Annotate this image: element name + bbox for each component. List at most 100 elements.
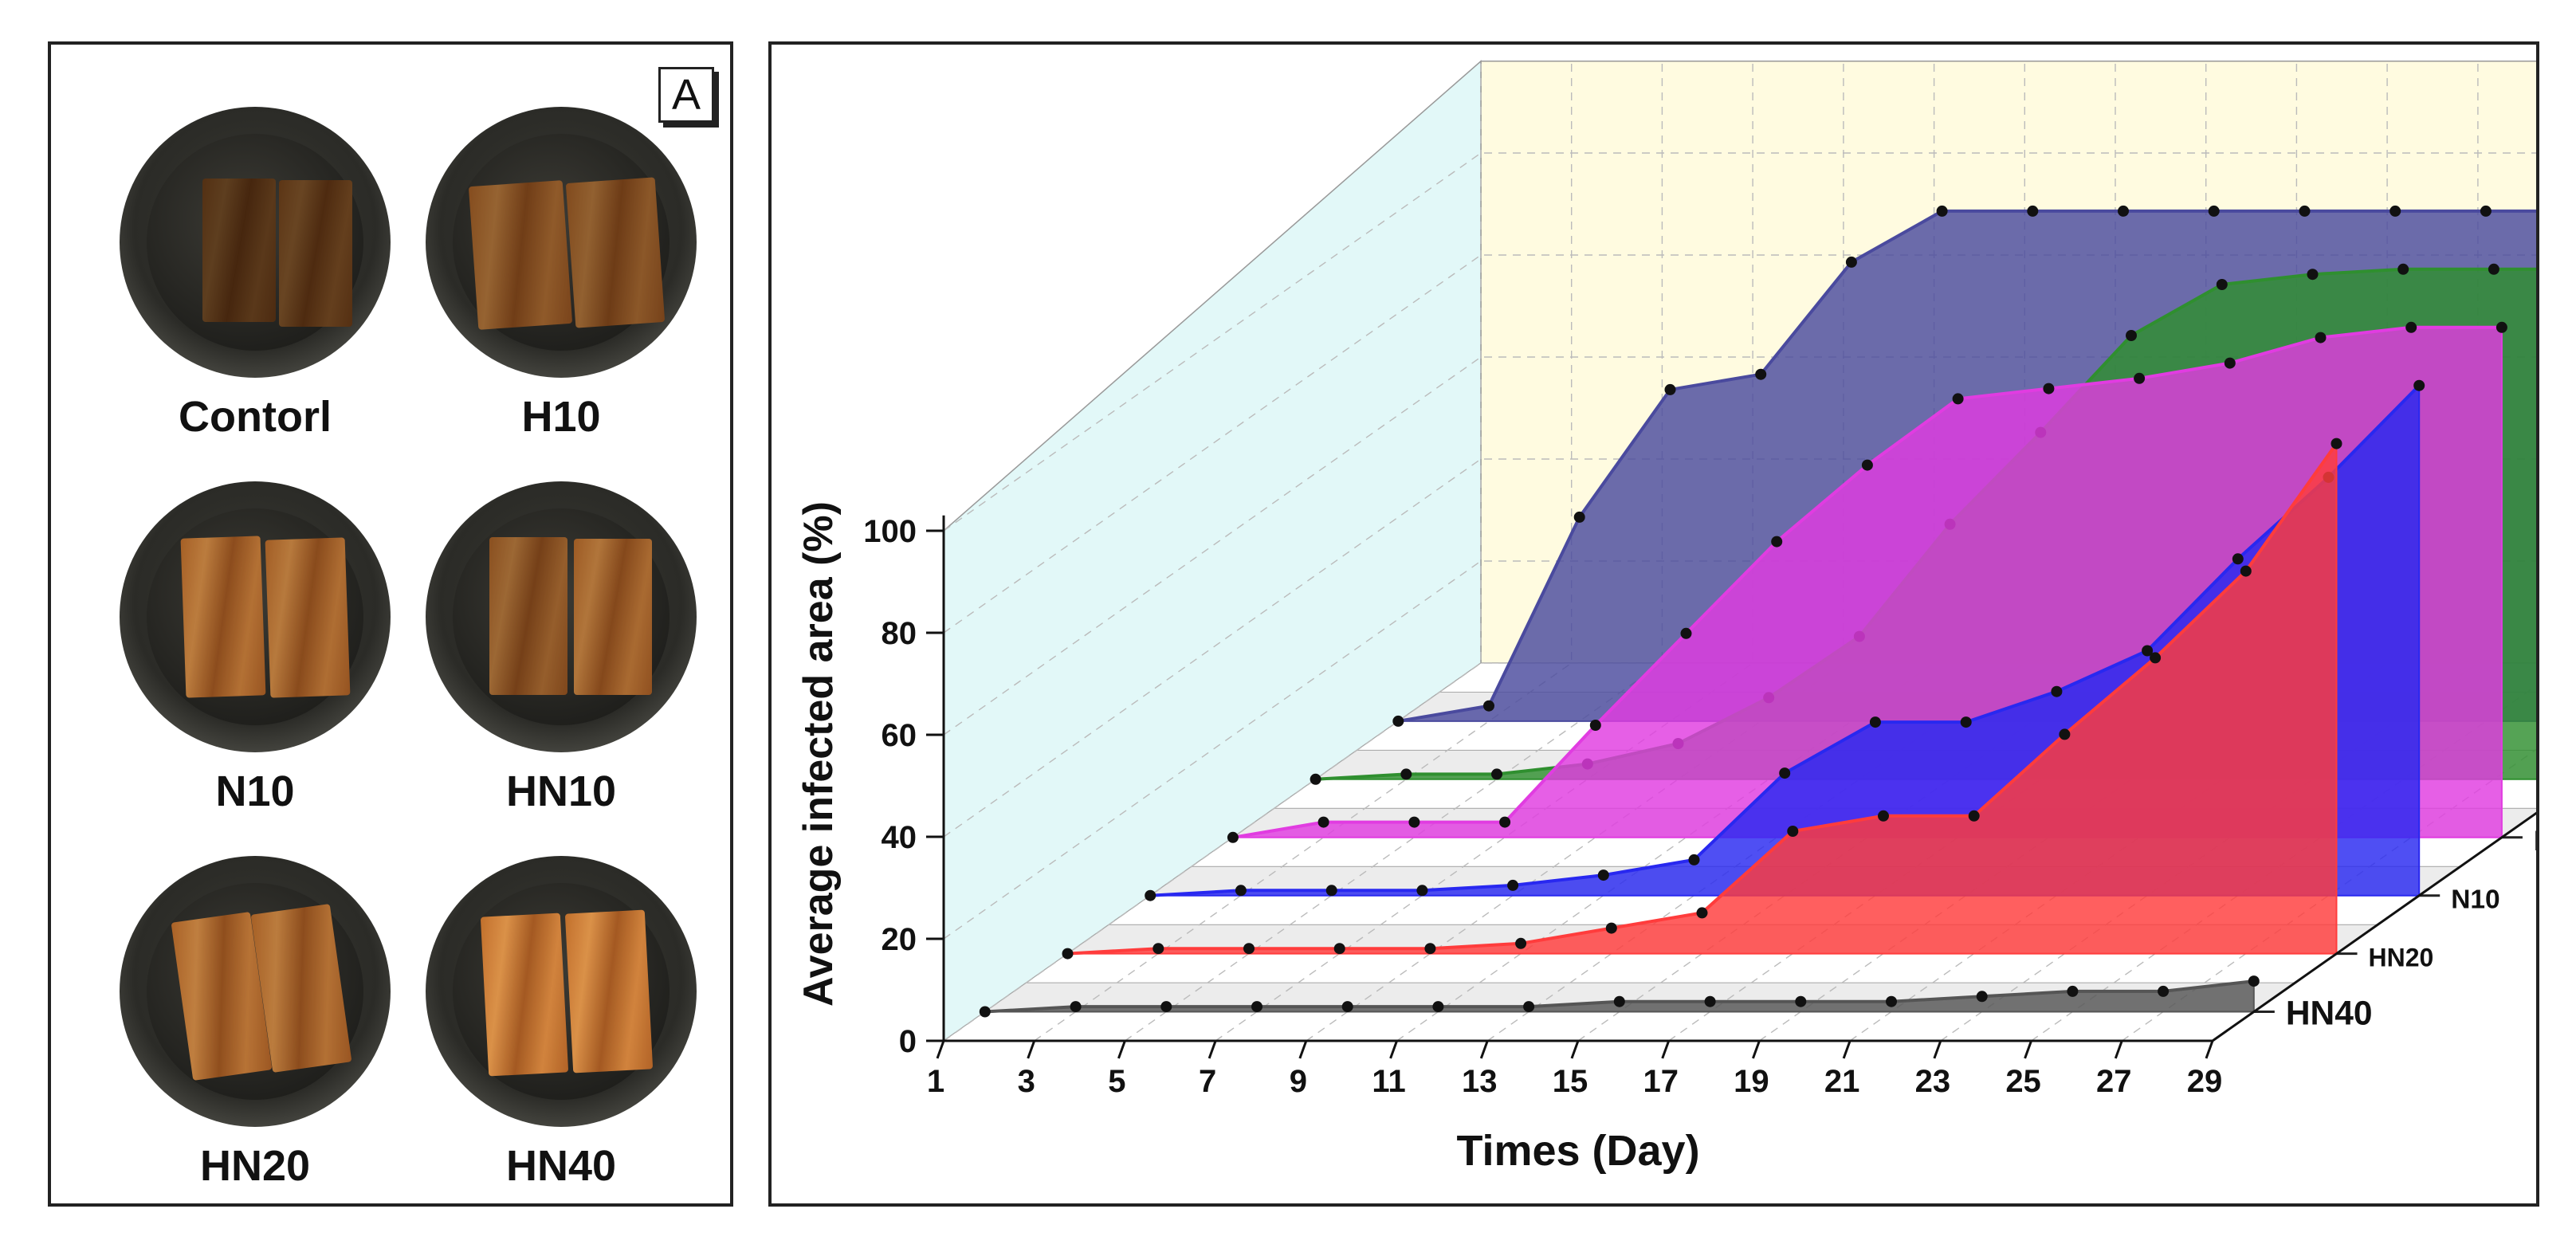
data-point-n10 (1960, 716, 1972, 728)
data-point-hn20 (1787, 826, 1799, 837)
sample-label-h10: H10 (521, 393, 601, 441)
petri-dish-n10 (120, 481, 391, 752)
petri-dish-hn40 (426, 856, 697, 1127)
data-point-hn20 (1968, 810, 1980, 822)
panel-a-photos: A Contorl H10 N10 HN10 HN20 HN40 (48, 41, 733, 1207)
x-gridline (1396, 61, 1935, 1042)
y-axis-title: Average infected area (%) (795, 501, 842, 1007)
x-tick (2114, 1040, 2123, 1059)
x-tick (936, 1040, 945, 1059)
x-tick-label: 11 (1372, 1064, 1405, 1099)
data-point-hn20 (1515, 937, 1527, 949)
data-point-control (2118, 205, 2129, 217)
data-point-control (1392, 715, 1404, 727)
data-point-h10 (2126, 330, 2137, 341)
y-tick-label: 0 (899, 1024, 917, 1059)
data-point-hn40 (1613, 995, 1625, 1007)
x-tick (1570, 1040, 1580, 1059)
x-tick-label: 9 (1290, 1064, 1307, 1099)
data-point-hn40 (1432, 1001, 1444, 1013)
data-point-n10 (1416, 885, 1428, 897)
data-point-hn40 (1070, 1001, 1082, 1013)
series-label-hn40: HN40 (2286, 995, 2373, 1033)
petri-dish-hn20 (120, 856, 391, 1127)
data-point-hn20 (1878, 810, 1889, 822)
data-point-hn20 (1605, 922, 1617, 934)
sample-label-hn20: HN20 (199, 1142, 311, 1190)
data-point-n10 (2232, 553, 2244, 565)
panel-a-tag: A (658, 67, 714, 123)
series-label-hn20: HN20 (2369, 944, 2434, 972)
data-point-n10 (1688, 854, 1700, 865)
sample-label-hn10: HN10 (505, 767, 617, 815)
data-point-hn40 (2248, 975, 2260, 987)
data-point-hn10 (2405, 321, 2417, 333)
y-tick-label: 40 (882, 820, 917, 855)
x-tick-label: 21 (1824, 1064, 1860, 1099)
data-point-hn40 (1886, 995, 1897, 1007)
petri-dish-control (120, 107, 391, 378)
data-point-h10 (2307, 269, 2319, 281)
data-point-hn40 (1704, 995, 1716, 1007)
y-tick-label: 60 (882, 718, 917, 753)
x-tick (2205, 1040, 2214, 1059)
x-tick (2024, 1040, 2032, 1059)
data-point-control (2389, 205, 2401, 217)
panel-b-chart: B ControlH10HN10N10HN20HN401357911131517… (768, 41, 2539, 1207)
data-point-hn20 (2150, 652, 2162, 664)
data-point-control (1573, 511, 1585, 523)
x-tick-label: 3 (1018, 1064, 1035, 1099)
x-tick (1933, 1040, 1942, 1059)
x-tick (1752, 1040, 1761, 1059)
x-gridline (1215, 61, 1753, 1042)
data-point-n10 (2051, 685, 2063, 697)
x-tick-label: 27 (2096, 1064, 2132, 1099)
data-point-hn20 (1062, 948, 1074, 960)
sample-label-control: Contorl (179, 393, 332, 441)
y-gridline (943, 560, 2536, 940)
data-point-n10 (2413, 379, 2425, 391)
data-point-hn20 (1153, 943, 1164, 955)
data-point-hn20 (1424, 943, 1436, 955)
y-gridline (943, 254, 2536, 634)
y-gridline (943, 662, 2536, 1042)
x-tick-label: 1 (927, 1064, 944, 1099)
data-point-n10 (1145, 889, 1156, 901)
data-point-hn10 (2134, 372, 2146, 384)
y-gridline (943, 152, 2536, 532)
x-tick (1842, 1040, 1852, 1059)
x-tick (1298, 1040, 1308, 1059)
data-point-h10 (2488, 263, 2499, 275)
x-axis-title: Times (Day) (1456, 1127, 1699, 1175)
data-point-hn10 (1499, 816, 1511, 828)
data-point-hn10 (1861, 459, 1873, 471)
data-point-hn10 (2043, 383, 2055, 394)
data-point-hn20 (1696, 907, 1708, 919)
data-point-n10 (2142, 645, 2154, 657)
x-tick (1027, 1040, 1036, 1059)
data-point-hn40 (979, 1006, 991, 1018)
data-point-n10 (1507, 879, 1519, 891)
data-point-hn20 (1333, 943, 1345, 955)
x-tick-label: 29 (2187, 1064, 2223, 1099)
data-point-control (2299, 205, 2311, 217)
data-point-hn10 (1317, 816, 1329, 828)
data-point-hn20 (2331, 438, 2342, 449)
y-tick-label: 80 (882, 616, 917, 651)
floor-band (942, 1011, 2256, 1042)
data-point-n10 (1779, 767, 1791, 779)
data-point-hn20 (2240, 565, 2252, 577)
series-label-hn10: HN10 (2534, 826, 2536, 857)
data-point-control (2480, 205, 2492, 217)
data-point-h10 (2397, 263, 2409, 275)
x-tick-label: 17 (1643, 1064, 1679, 1099)
data-point-h10 (1491, 768, 1502, 780)
data-point-hn10 (2315, 332, 2327, 343)
data-point-h10 (1400, 768, 1412, 780)
petri-dish-hn10 (426, 481, 697, 752)
data-point-hn10 (1589, 720, 1601, 731)
x-tick (1479, 1040, 1489, 1059)
x-gridline (1306, 61, 1844, 1042)
data-point-hn40 (1251, 1001, 1262, 1013)
data-point-n10 (1235, 885, 1247, 897)
